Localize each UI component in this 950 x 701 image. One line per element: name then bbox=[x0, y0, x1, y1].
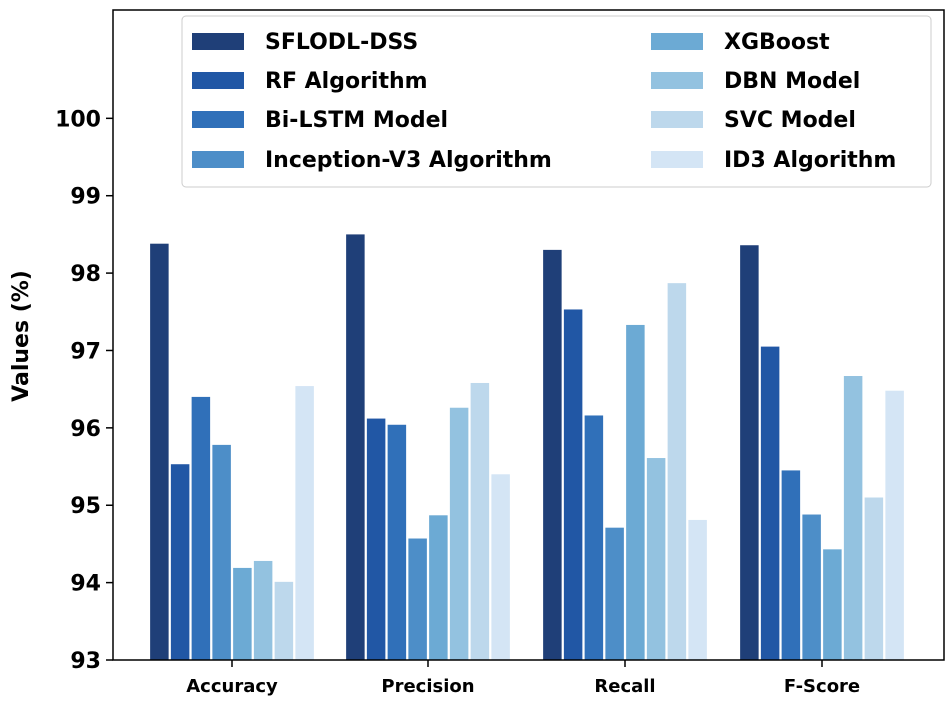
bar bbox=[150, 243, 169, 660]
legend-label: SVC Model bbox=[724, 108, 856, 133]
bar bbox=[387, 424, 407, 660]
bar bbox=[823, 549, 842, 660]
x-tick-label: Recall bbox=[594, 676, 655, 697]
bar bbox=[470, 382, 490, 660]
legend: SFLODL-DSS RF Algorithm Bi-LSTM Model Incep… bbox=[181, 15, 932, 188]
x-tick-label: Precision bbox=[381, 676, 474, 697]
bar bbox=[274, 581, 294, 660]
bar bbox=[802, 514, 821, 660]
y-ticks: 93 94 95 96 97 98 99 100 bbox=[55, 107, 113, 674]
bar bbox=[667, 283, 687, 660]
legend-label: SFLODL-DSS bbox=[265, 30, 418, 55]
y-tick-label: 94 bbox=[70, 572, 101, 597]
legend-label: ID3 Algorithm bbox=[724, 148, 896, 173]
bar bbox=[843, 376, 863, 660]
plot-frame bbox=[112, 9, 945, 661]
bar bbox=[233, 567, 252, 660]
y-axis-label: Values (%) bbox=[9, 270, 34, 402]
bar bbox=[563, 309, 583, 660]
x-tick-label: Accuracy bbox=[186, 676, 278, 697]
legend-swatch bbox=[192, 72, 244, 89]
bar bbox=[212, 444, 231, 660]
bars-group bbox=[150, 234, 904, 660]
y-tick-label: 93 bbox=[70, 649, 101, 674]
bar bbox=[781, 470, 801, 660]
legend-swatch bbox=[192, 33, 244, 50]
bar bbox=[605, 527, 624, 660]
bar bbox=[429, 515, 448, 660]
bar bbox=[760, 346, 780, 660]
x-tick-label: F-Score bbox=[784, 676, 860, 697]
bar bbox=[740, 245, 759, 660]
legend-label: Inception-V3 Algorithm bbox=[265, 148, 552, 173]
legend-label: RF Algorithm bbox=[265, 69, 428, 94]
y-tick-label: 97 bbox=[70, 339, 101, 364]
y-tick-label: 99 bbox=[70, 185, 101, 210]
bar bbox=[864, 497, 884, 660]
legend-swatch bbox=[192, 151, 244, 168]
y-tick-label: 96 bbox=[70, 417, 101, 442]
bar bbox=[170, 464, 190, 660]
bar bbox=[191, 396, 211, 660]
bar bbox=[449, 407, 469, 660]
bar bbox=[688, 519, 707, 660]
bar bbox=[295, 386, 314, 660]
bar bbox=[253, 560, 273, 660]
bar bbox=[491, 474, 510, 660]
bar bbox=[543, 249, 562, 660]
bar bbox=[885, 390, 904, 660]
x-ticks: Accuracy Precision Recall F-Score bbox=[186, 660, 860, 697]
legend-label: XGBoost bbox=[724, 30, 830, 55]
bar bbox=[626, 324, 645, 660]
bar bbox=[346, 234, 365, 660]
bar bbox=[366, 418, 386, 660]
legend-swatch bbox=[192, 111, 244, 128]
legend-label: Bi-LSTM Model bbox=[265, 108, 448, 133]
bar bbox=[584, 415, 604, 660]
legend-label: DBN Model bbox=[724, 69, 860, 94]
bar bbox=[646, 458, 666, 660]
legend-swatch bbox=[651, 151, 703, 168]
bar bbox=[408, 538, 427, 660]
legend-swatch bbox=[651, 72, 703, 89]
y-tick-label: 98 bbox=[70, 262, 101, 287]
legend-swatch bbox=[651, 111, 703, 128]
y-tick-label: 100 bbox=[55, 107, 101, 132]
legend-swatch bbox=[651, 33, 703, 50]
y-tick-label: 95 bbox=[70, 494, 101, 519]
legend-box bbox=[181, 15, 932, 188]
